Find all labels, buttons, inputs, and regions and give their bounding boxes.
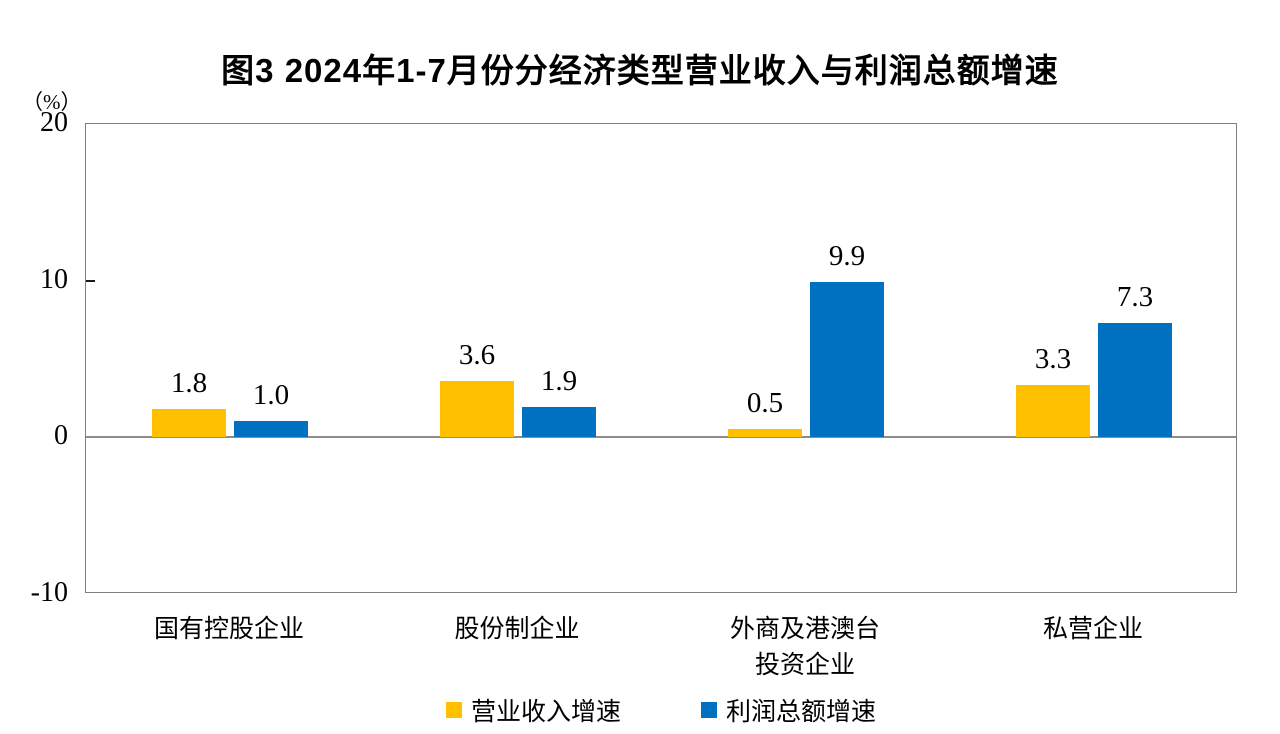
bar-series1-cat2 [440, 381, 514, 437]
bar-series2-cat3 [810, 282, 884, 437]
y-tick-mark [86, 280, 95, 282]
category-label-3: 外商及港澳台 投资企业 [661, 612, 949, 684]
data-label-series2-cat4: 7.3 [1116, 281, 1154, 313]
category-label-4: 私营企业 [949, 612, 1237, 648]
category-label-line: 国有控股企业 [153, 616, 304, 643]
plot-area: 1.8 3.6 0.5 3.3 1.0 1.9 9.9 7.3 [85, 123, 1237, 593]
category-label-line: 私营企业 [1042, 616, 1143, 643]
category-label-1: 国有控股企业 [85, 612, 373, 648]
y-tick-label-0: 0 [54, 420, 68, 451]
legend-label: 营业收入增速 [470, 699, 621, 726]
data-label-series2-cat1: 1.0 [252, 379, 290, 411]
y-tick-label-10: 10 [40, 264, 68, 295]
legend-swatch-icon [701, 702, 717, 718]
data-label-series2-cat3: 9.9 [828, 240, 866, 272]
bar-series2-cat2 [522, 407, 596, 437]
bar-series1-cat4 [1016, 385, 1090, 437]
category-label-2: 股份制企业 [373, 612, 661, 648]
zero-axis-line [86, 436, 1236, 438]
chart-title: 图3 2024年1-7月份分经济类型营业收入与利润总额增速 [221, 52, 1059, 89]
legend-item-1: 营业收入增速 [445, 692, 621, 728]
y-axis-unit-label: （%） [22, 90, 82, 114]
category-label-line: 外商及港澳台 [729, 616, 880, 643]
data-label-series1-cat2: 3.6 [458, 339, 496, 371]
bar-series1-cat1 [152, 409, 226, 437]
bar-series2-cat1 [234, 421, 308, 437]
bar-series1-cat3 [728, 429, 802, 437]
legend-label: 利润总额增速 [726, 699, 877, 726]
y-tick-label--10: -10 [30, 577, 68, 608]
bar-series2-cat4 [1098, 323, 1172, 437]
category-label-line: 股份制企业 [454, 616, 580, 643]
data-label-series2-cat2: 1.9 [540, 365, 578, 397]
legend: 营业收入增速 利润总额增速 [85, 692, 1237, 728]
legend-swatch-icon [445, 702, 462, 718]
data-label-series1-cat1: 1.8 [170, 367, 208, 399]
legend-item-2: 利润总额增速 [701, 692, 876, 728]
data-label-series1-cat4: 3.3 [1034, 343, 1072, 375]
data-label-series1-cat3: 0.5 [746, 387, 784, 419]
category-label-line: 投资企业 [754, 652, 855, 679]
